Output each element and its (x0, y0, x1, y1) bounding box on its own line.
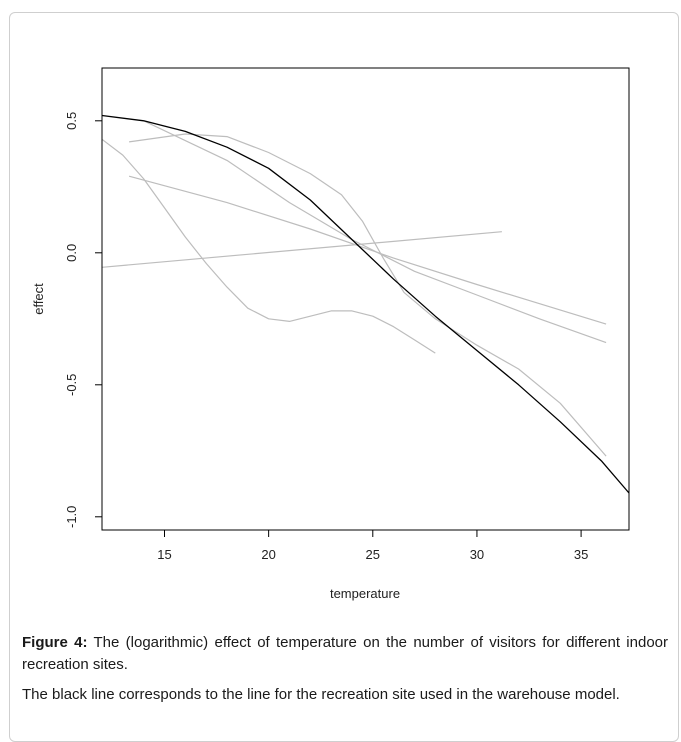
y-axis: -1.0 -0.5 0.0 0.5 (64, 112, 102, 528)
figure-caption: Figure 4: The (logarithmic) effect of te… (22, 632, 668, 714)
y-tick-label: 0.5 (64, 112, 79, 130)
figure-frame (9, 12, 679, 742)
x-tick-label: 20 (261, 547, 275, 562)
y-tick-label: 0.0 (64, 244, 79, 262)
x-tick-label: 25 (366, 547, 380, 562)
series-line (129, 133, 607, 457)
series-line (128, 175, 607, 325)
x-tick-label: 15 (157, 547, 171, 562)
caption-text: The (logarithmic) effect of temperature … (22, 634, 668, 673)
series-line (143, 120, 607, 344)
y-tick-label: -0.5 (64, 374, 79, 396)
x-tick-label: 30 (470, 547, 484, 562)
x-axis: 15 20 25 30 35 (157, 530, 588, 562)
x-tick-label: 35 (574, 547, 588, 562)
series-line-main (101, 114, 630, 494)
x-axis-label: temperature (330, 586, 400, 601)
series-line (101, 138, 436, 354)
caption-label: Figure 4: (22, 634, 88, 651)
caption-note: The black line corresponds to the line f… (22, 686, 620, 703)
plot-area (101, 67, 630, 531)
caption-main: Figure 4: The (logarithmic) effect of te… (22, 632, 668, 676)
y-tick-label: -1.0 (64, 506, 79, 528)
series-line (101, 231, 502, 268)
line-chart: 15 20 25 30 35 -1.0 -0.5 0.0 0.5 temperature ef… (31, 67, 630, 601)
series-layer (101, 114, 630, 494)
y-axis-label: effect (31, 283, 46, 315)
